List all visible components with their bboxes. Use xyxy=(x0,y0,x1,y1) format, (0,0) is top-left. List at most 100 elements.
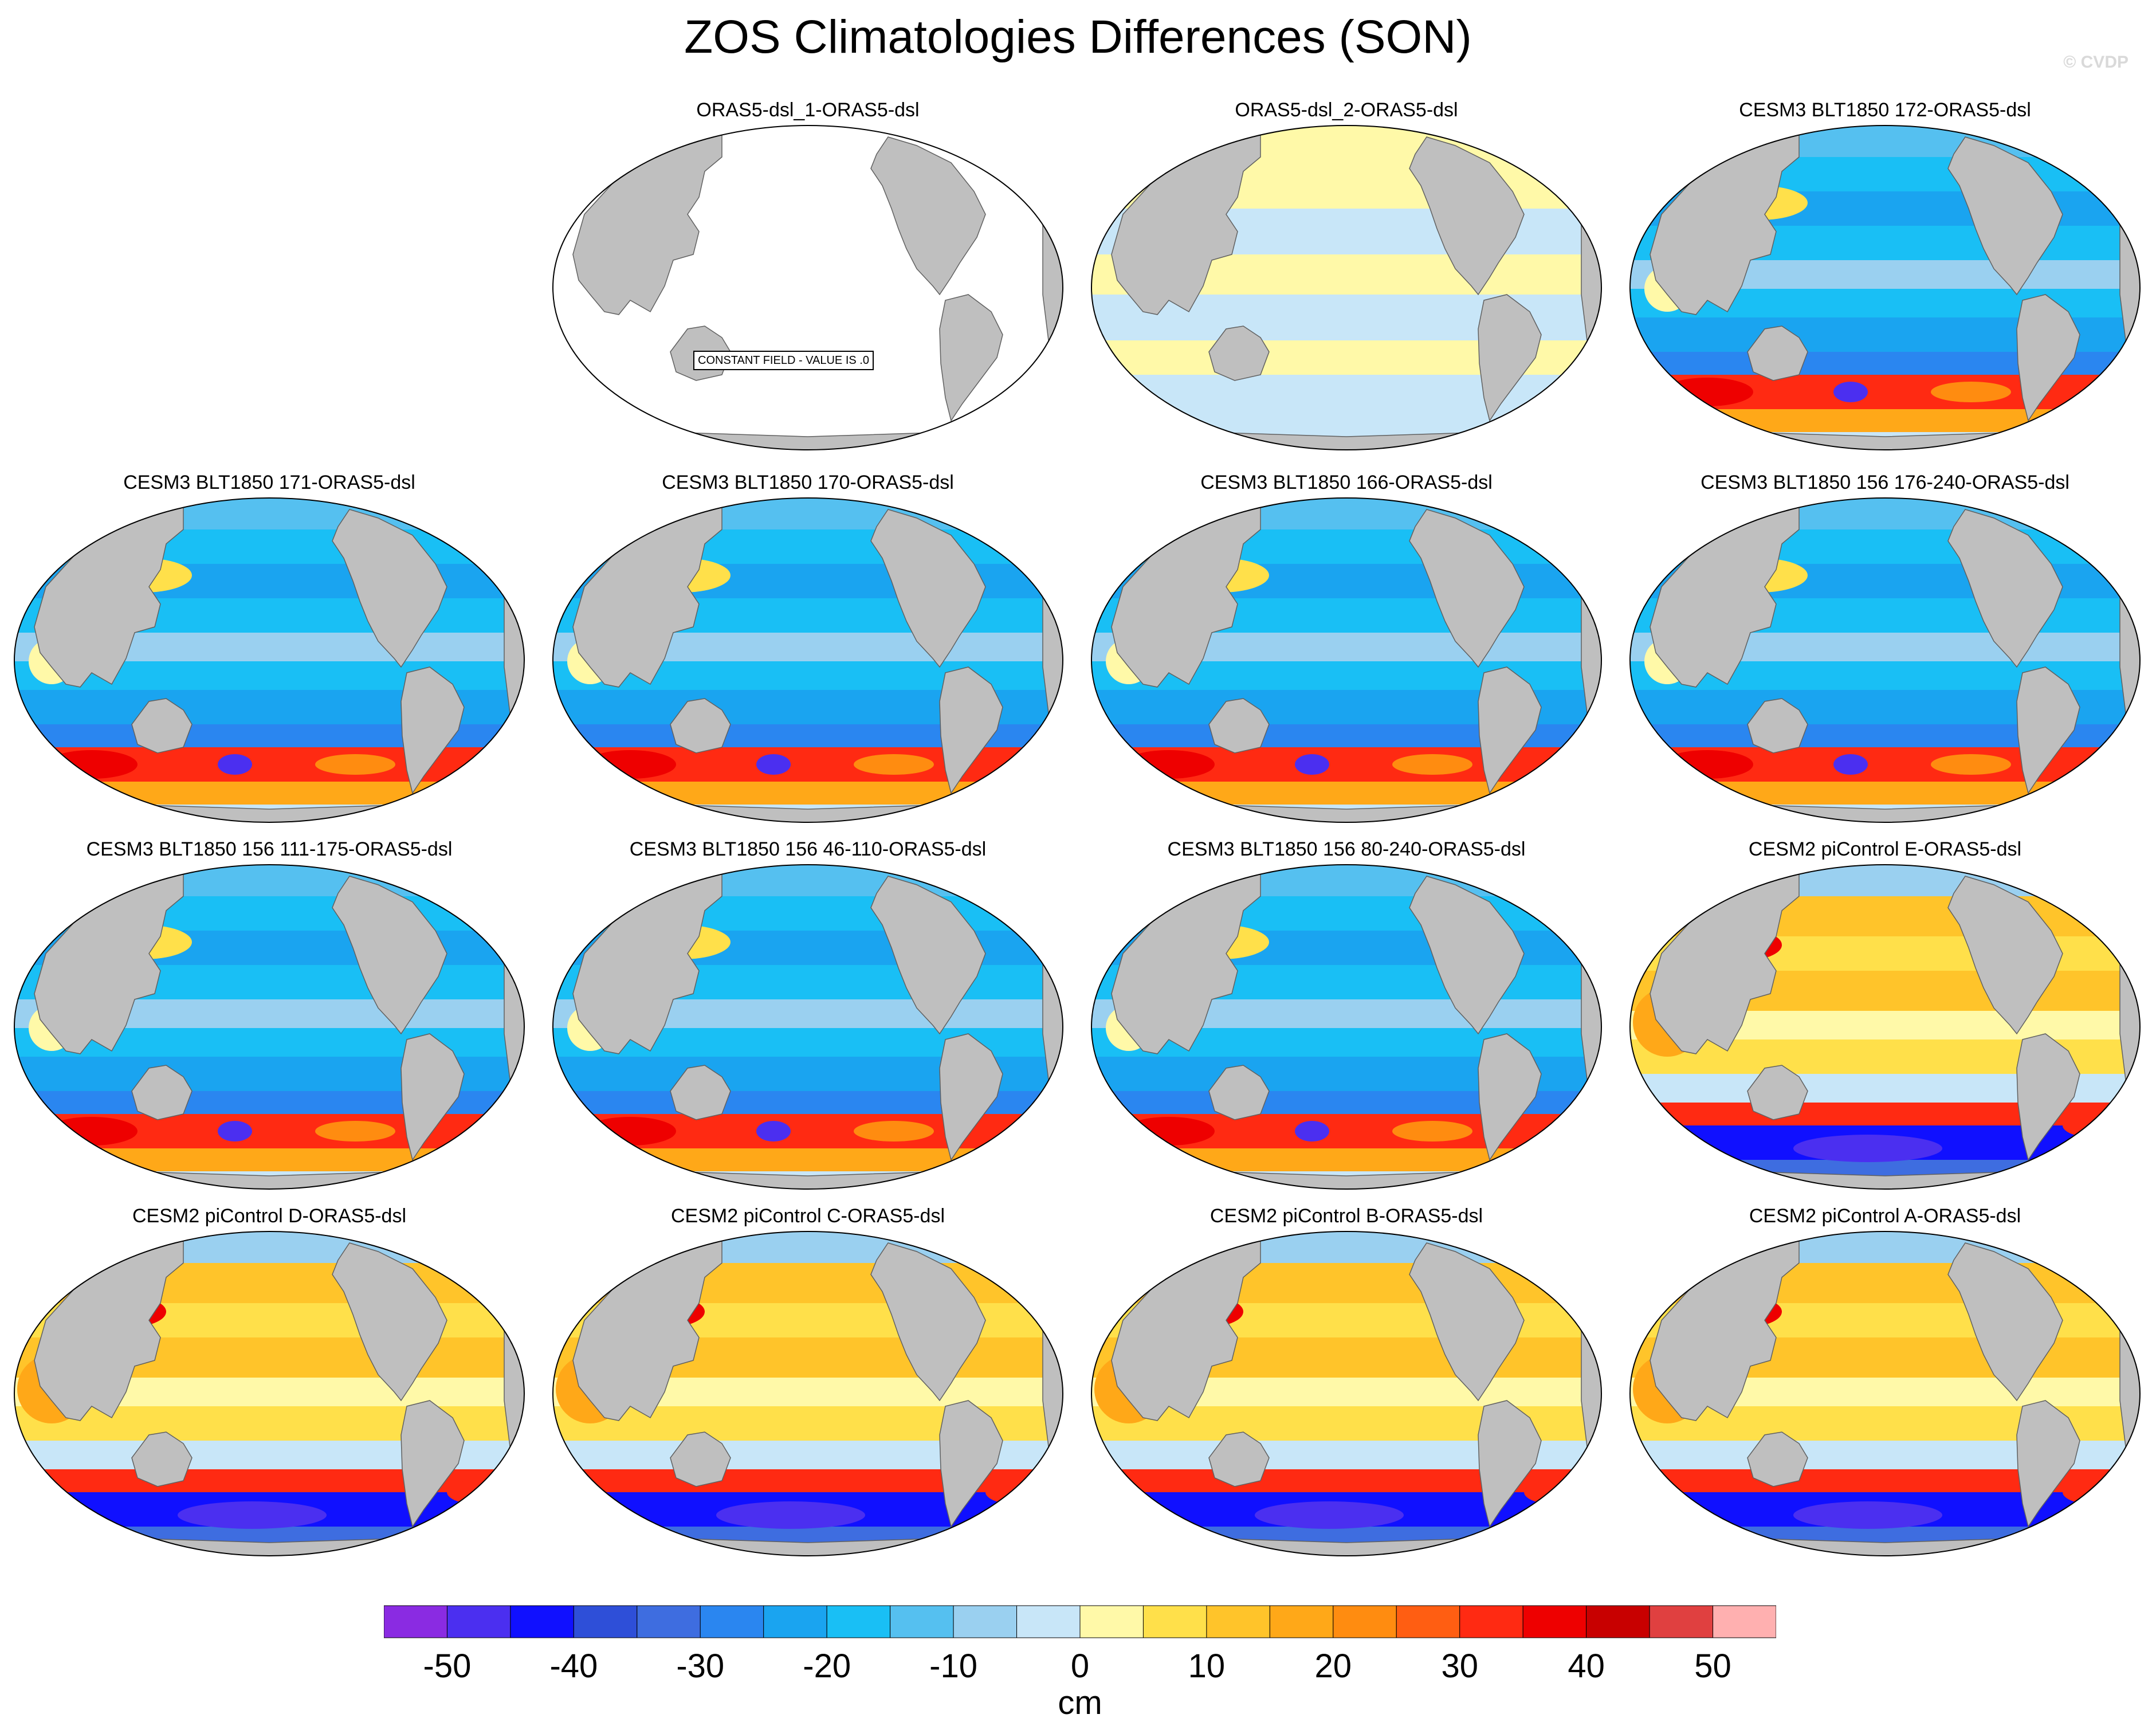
australia-land xyxy=(131,1065,193,1120)
world-map xyxy=(1091,497,1602,823)
ocean-field-band xyxy=(14,782,524,805)
map-outline xyxy=(552,497,1063,823)
south-america-land xyxy=(939,1400,1003,1528)
ocean-field-band xyxy=(1091,125,1601,163)
south-america-land xyxy=(400,1400,465,1528)
cold-spot xyxy=(1295,754,1329,775)
ocean-field-band xyxy=(1091,1231,1601,1263)
north-america-land xyxy=(1947,136,2063,296)
north-america-land xyxy=(870,876,986,1035)
australia-land xyxy=(131,698,193,754)
world-map xyxy=(1629,125,2141,450)
panel-title: CESM3 BLT1850 156 176-240-ORAS5-dsl xyxy=(1701,472,2069,493)
north-america-land xyxy=(332,1242,447,1402)
north-america-land xyxy=(332,876,447,1035)
north-america-land xyxy=(1947,1242,2063,1402)
map-outline xyxy=(1629,1231,2141,1556)
warm-spot xyxy=(1662,750,1753,779)
south-america-land xyxy=(939,294,1003,422)
warm-spot xyxy=(1123,1117,1215,1146)
colorbar-swatch xyxy=(890,1605,954,1638)
world-map xyxy=(1091,125,1602,450)
cold-spot xyxy=(1255,1501,1404,1529)
map-outline xyxy=(552,864,1063,1190)
colorbar-tick-label: 10 xyxy=(1188,1647,1226,1685)
colorbar-swatch xyxy=(384,1605,447,1638)
colorbar-tick-label: -50 xyxy=(423,1647,472,1685)
south-america-land xyxy=(1478,1400,1542,1528)
australia-land xyxy=(670,1431,731,1487)
cold-spot xyxy=(1833,754,1868,775)
ocean-field-band xyxy=(1630,125,2140,157)
colorbar-swatch xyxy=(1142,1605,1207,1638)
south-america-land xyxy=(2016,1033,2080,1161)
cold-spot xyxy=(1295,1121,1329,1141)
ocean-field-band xyxy=(1630,409,2140,432)
map-panel: ORAS5-dsl_2-ORAS5-dsl xyxy=(1083,97,1610,453)
colorbar-swatch xyxy=(763,1605,827,1638)
warm-spot xyxy=(584,1117,676,1146)
colorbar-tick-label: 40 xyxy=(1568,1647,1605,1685)
colorbar-swatch xyxy=(1016,1605,1081,1638)
australia-land xyxy=(131,1431,193,1487)
north-america-land xyxy=(870,136,986,296)
ocean-field-band xyxy=(553,782,1063,805)
cold-spot xyxy=(716,1501,865,1529)
ocean-field-band xyxy=(14,865,524,896)
colorbar-swatch xyxy=(1333,1605,1397,1638)
map-panel: CESM2 piControl D-ORAS5-dsl xyxy=(6,1203,533,1559)
colorbar-swatch xyxy=(826,1605,891,1638)
world-map xyxy=(14,864,525,1190)
map-outline xyxy=(14,497,525,823)
warm-spot xyxy=(854,1121,934,1141)
watermark: © CVDP xyxy=(2063,53,2128,72)
map-panel: CESM2 piControl A-ORAS5-dsl xyxy=(1621,1203,2149,1559)
colorbar-tick-label: 30 xyxy=(1441,1647,1478,1685)
world-map xyxy=(1629,497,2141,823)
map-outline xyxy=(1629,125,2141,450)
map-panel: CESM3 BLT1850 156 46-110-ORAS5-dsl xyxy=(544,837,1071,1192)
world-map xyxy=(14,1231,525,1556)
map-panel: CESM3 BLT1850 172-ORAS5-dsl xyxy=(1621,97,2149,453)
ocean-field-band xyxy=(553,1148,1063,1171)
map-outline xyxy=(14,1231,525,1556)
colorbar-swatch xyxy=(700,1605,764,1638)
world-map xyxy=(552,1231,1063,1556)
colorbar-tick-label: -30 xyxy=(676,1647,725,1685)
colorbar-swatches xyxy=(384,1605,1776,1638)
panel-title: CESM2 piControl E-ORAS5-dsl xyxy=(1748,838,2022,860)
map-outline xyxy=(552,125,1063,450)
ocean-field-band xyxy=(553,498,1063,529)
ocean-field-band xyxy=(1091,865,1601,896)
panel-title: CESM2 piControl D-ORAS5-dsl xyxy=(132,1205,407,1227)
warm-spot xyxy=(46,750,138,779)
panel-title: CESM2 piControl A-ORAS5-dsl xyxy=(1749,1205,2021,1227)
map-outline xyxy=(1629,864,2141,1190)
panel-title: CESM2 piControl B-ORAS5-dsl xyxy=(1209,1205,1483,1227)
ocean-field-band xyxy=(1091,498,1601,529)
colorbar-swatch xyxy=(1649,1605,1714,1638)
panel-title: CESM2 piControl C-ORAS5-dsl xyxy=(670,1205,945,1227)
colorbar-tick-label: 20 xyxy=(1314,1647,1352,1685)
cold-spot xyxy=(1793,1501,1942,1529)
ocean-field-band xyxy=(1630,498,2140,529)
map-outline xyxy=(1091,497,1602,823)
map-panel: CESM2 piControl E-ORAS5-dsl xyxy=(1621,837,2149,1192)
north-america-land xyxy=(332,509,447,668)
colorbar-swatch xyxy=(1459,1605,1523,1638)
colorbar: cm -50 -40 -30 -20 -10 0 10 20 30 40 50 xyxy=(384,1605,1776,1726)
map-outline xyxy=(1629,497,2141,823)
colorbar-tick-label: -20 xyxy=(803,1647,851,1685)
north-america-land xyxy=(1409,1242,1525,1402)
map-outline xyxy=(552,1231,1063,1556)
cold-spot xyxy=(218,1121,252,1141)
cold-spot xyxy=(178,1501,327,1529)
map-outline xyxy=(14,864,525,1190)
map-panel: CESM3 BLT1850 171-ORAS5-dsl xyxy=(6,470,533,825)
colorbar-swatch xyxy=(573,1605,638,1638)
panel-title: CESM3 BLT1850 172-ORAS5-dsl xyxy=(1739,99,2031,121)
map-panel: CESM3 BLT1850 170-ORAS5-dsl xyxy=(544,470,1071,825)
south-america-land xyxy=(400,1033,465,1161)
map-panel: CESM3 BLT1850 166-ORAS5-dsl xyxy=(1083,470,1610,825)
north-america-land xyxy=(1409,509,1525,668)
